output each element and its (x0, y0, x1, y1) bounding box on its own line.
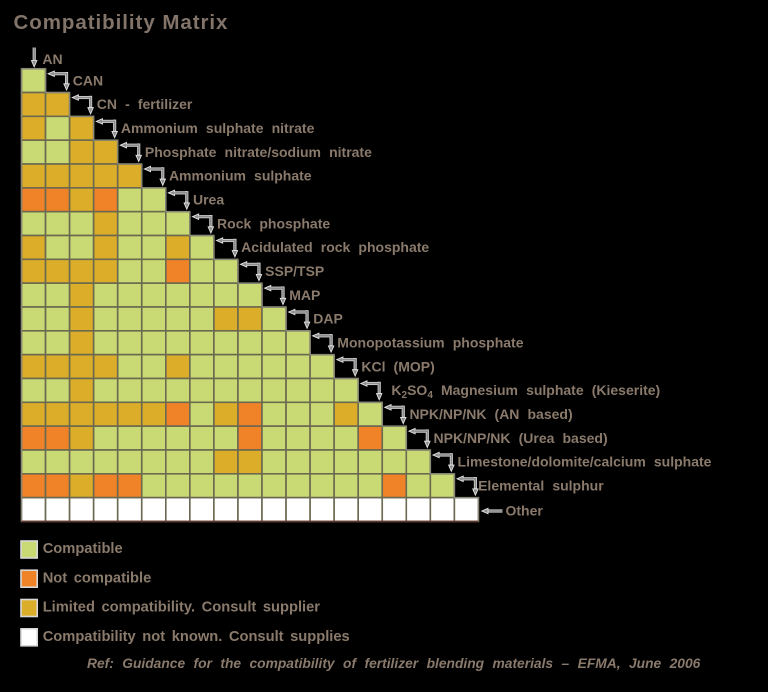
svg-text:Monopotassium phosphate: Monopotassium phosphate (337, 334, 523, 350)
svg-text:SSP/TSP: SSP/TSP (265, 263, 324, 279)
svg-text:KCl (MOP): KCl (MOP) (361, 358, 434, 374)
svg-text:Rock phosphate: Rock phosphate (217, 215, 330, 231)
svg-text:Limited compatibility. Consul: Limited compatibility. Consult supplier (43, 600, 321, 616)
svg-text:Urea: Urea (193, 191, 224, 207)
svg-text:Acidulated rock phosphate: Acidulated rock phosphate (241, 239, 429, 255)
svg-text:Compatibility not known. Cons: Compatibility not known. Consult supplie… (43, 629, 350, 645)
svg-text:Compatible: Compatible (43, 541, 123, 557)
svg-text:Ammonium sulphate nitrate: Ammonium sulphate nitrate (121, 120, 315, 136)
svg-text:K2SO4 Magnesium sulphate (Kies: K2SO4 Magnesium sulphate (Kieserite) (391, 382, 660, 401)
svg-text:Limestone/dolomite/calcium sul: Limestone/dolomite/calcium sulphate (458, 454, 712, 470)
svg-text:Ammonium sulphate: Ammonium sulphate (169, 168, 312, 184)
svg-text:NPK/NP/NK (AN based): NPK/NP/NK (AN based) (409, 406, 572, 422)
svg-text:CN - fertilizer: CN - fertilizer (97, 96, 193, 112)
svg-text:DAP: DAP (313, 311, 343, 327)
svg-text:NPK/NP/NK (Urea based): NPK/NP/NK (Urea based) (434, 430, 608, 446)
svg-text:Other: Other (506, 503, 544, 519)
svg-text:AN: AN (42, 51, 62, 67)
svg-text:Phosphate nitrate/sodium nitra: Phosphate nitrate/sodium nitrate (145, 144, 372, 160)
svg-text:Not compatible: Not compatible (43, 570, 152, 586)
svg-text:Elemental sulphur: Elemental sulphur (478, 477, 604, 493)
svg-text:CAN: CAN (73, 72, 103, 88)
svg-text:MAP: MAP (289, 287, 320, 303)
svg-text:Compatibility Matrix: Compatibility Matrix (14, 11, 229, 34)
svg-text:Ref: Guidance for the compat: Ref: Guidance for the compatibility of f… (87, 656, 701, 671)
